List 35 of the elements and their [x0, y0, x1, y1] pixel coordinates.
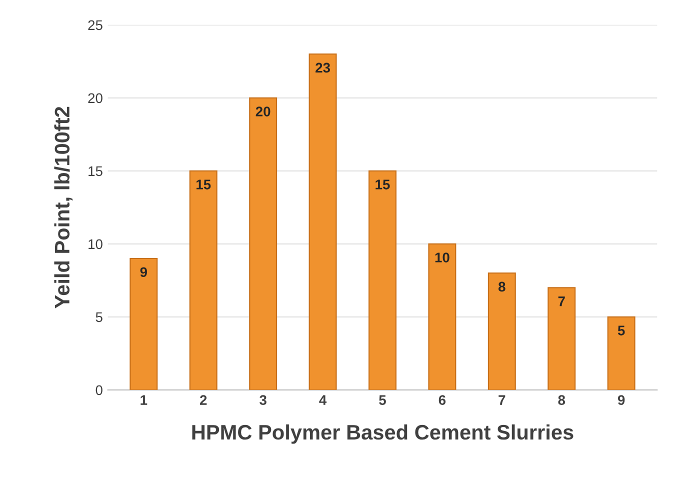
data-label: 15 — [376, 180, 390, 190]
bar — [308, 54, 337, 390]
bar — [249, 97, 278, 390]
x-tick-label: 7 — [498, 395, 506, 405]
data-label: 10 — [435, 252, 450, 262]
x-tick-label: 8 — [558, 395, 566, 405]
bar — [428, 243, 456, 390]
bar — [189, 170, 218, 390]
y-tick-label: 10 — [88, 239, 102, 250]
y-tick-label: 25 — [88, 20, 102, 30]
bar — [548, 287, 576, 390]
data-label: 8 — [498, 282, 506, 292]
data-label: 5 — [618, 326, 625, 336]
x-tick-label: 4 — [319, 395, 327, 405]
y-tick-label: 5 — [96, 312, 102, 322]
data-label: 7 — [558, 296, 565, 306]
bar — [607, 316, 636, 390]
y-tick-label: 20 — [88, 93, 102, 104]
data-label: 20 — [256, 106, 270, 116]
x-tick-label: 1 — [140, 395, 148, 405]
y-tick-label: 15 — [88, 166, 102, 176]
y-axis-title: Yeild Point, lb/100ft2 — [54, 106, 73, 308]
x-axis-title: HPMC Polymer Based Cement Slurries — [192, 424, 574, 444]
x-tick-label: 6 — [438, 395, 446, 405]
bar — [368, 170, 396, 390]
y-tick-label: 0 — [96, 385, 102, 396]
data-label: 23 — [316, 62, 330, 73]
x-tick-label: 3 — [260, 395, 266, 405]
x-tick-label: 9 — [618, 395, 625, 405]
x-tick-label: 5 — [379, 395, 386, 405]
bar — [130, 258, 158, 390]
data-label: 9 — [140, 267, 148, 278]
bar — [488, 272, 516, 390]
data-label: 15 — [196, 180, 211, 190]
x-tick-label: 2 — [200, 395, 207, 405]
